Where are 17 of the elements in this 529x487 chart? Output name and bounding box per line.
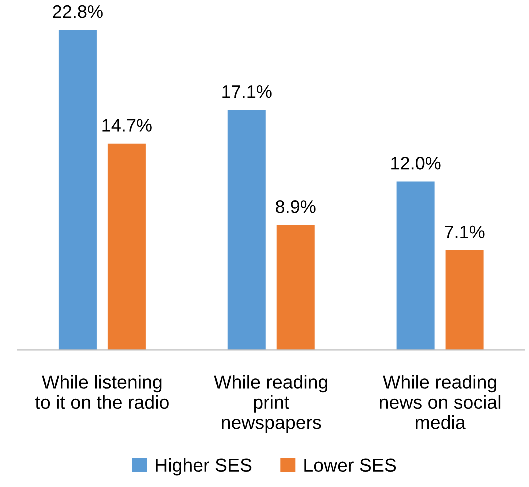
- bar: [228, 110, 266, 350]
- legend-label: Lower SES: [304, 458, 396, 472]
- legend-label: Higher SES: [156, 458, 252, 476]
- data-label: 22.8%: [53, 5, 103, 18]
- data-label: 14.7%: [102, 119, 152, 132]
- bar: [58, 30, 97, 350]
- x-tick-label: While reading print newspapers: [214, 375, 328, 434]
- bar: [446, 250, 484, 350]
- data-label: 8.9%: [276, 200, 316, 214]
- bar: [276, 225, 315, 350]
- x-tick-label: While listening to it on the radio: [36, 375, 169, 410]
- data-label: 7.1%: [445, 226, 485, 239]
- bar: [108, 144, 146, 350]
- data-label: 17.1%: [222, 86, 272, 98]
- x-tick-label: While reading news on social media: [380, 375, 501, 430]
- data-label: 12.0%: [392, 157, 441, 170]
- bar: [396, 182, 435, 350]
